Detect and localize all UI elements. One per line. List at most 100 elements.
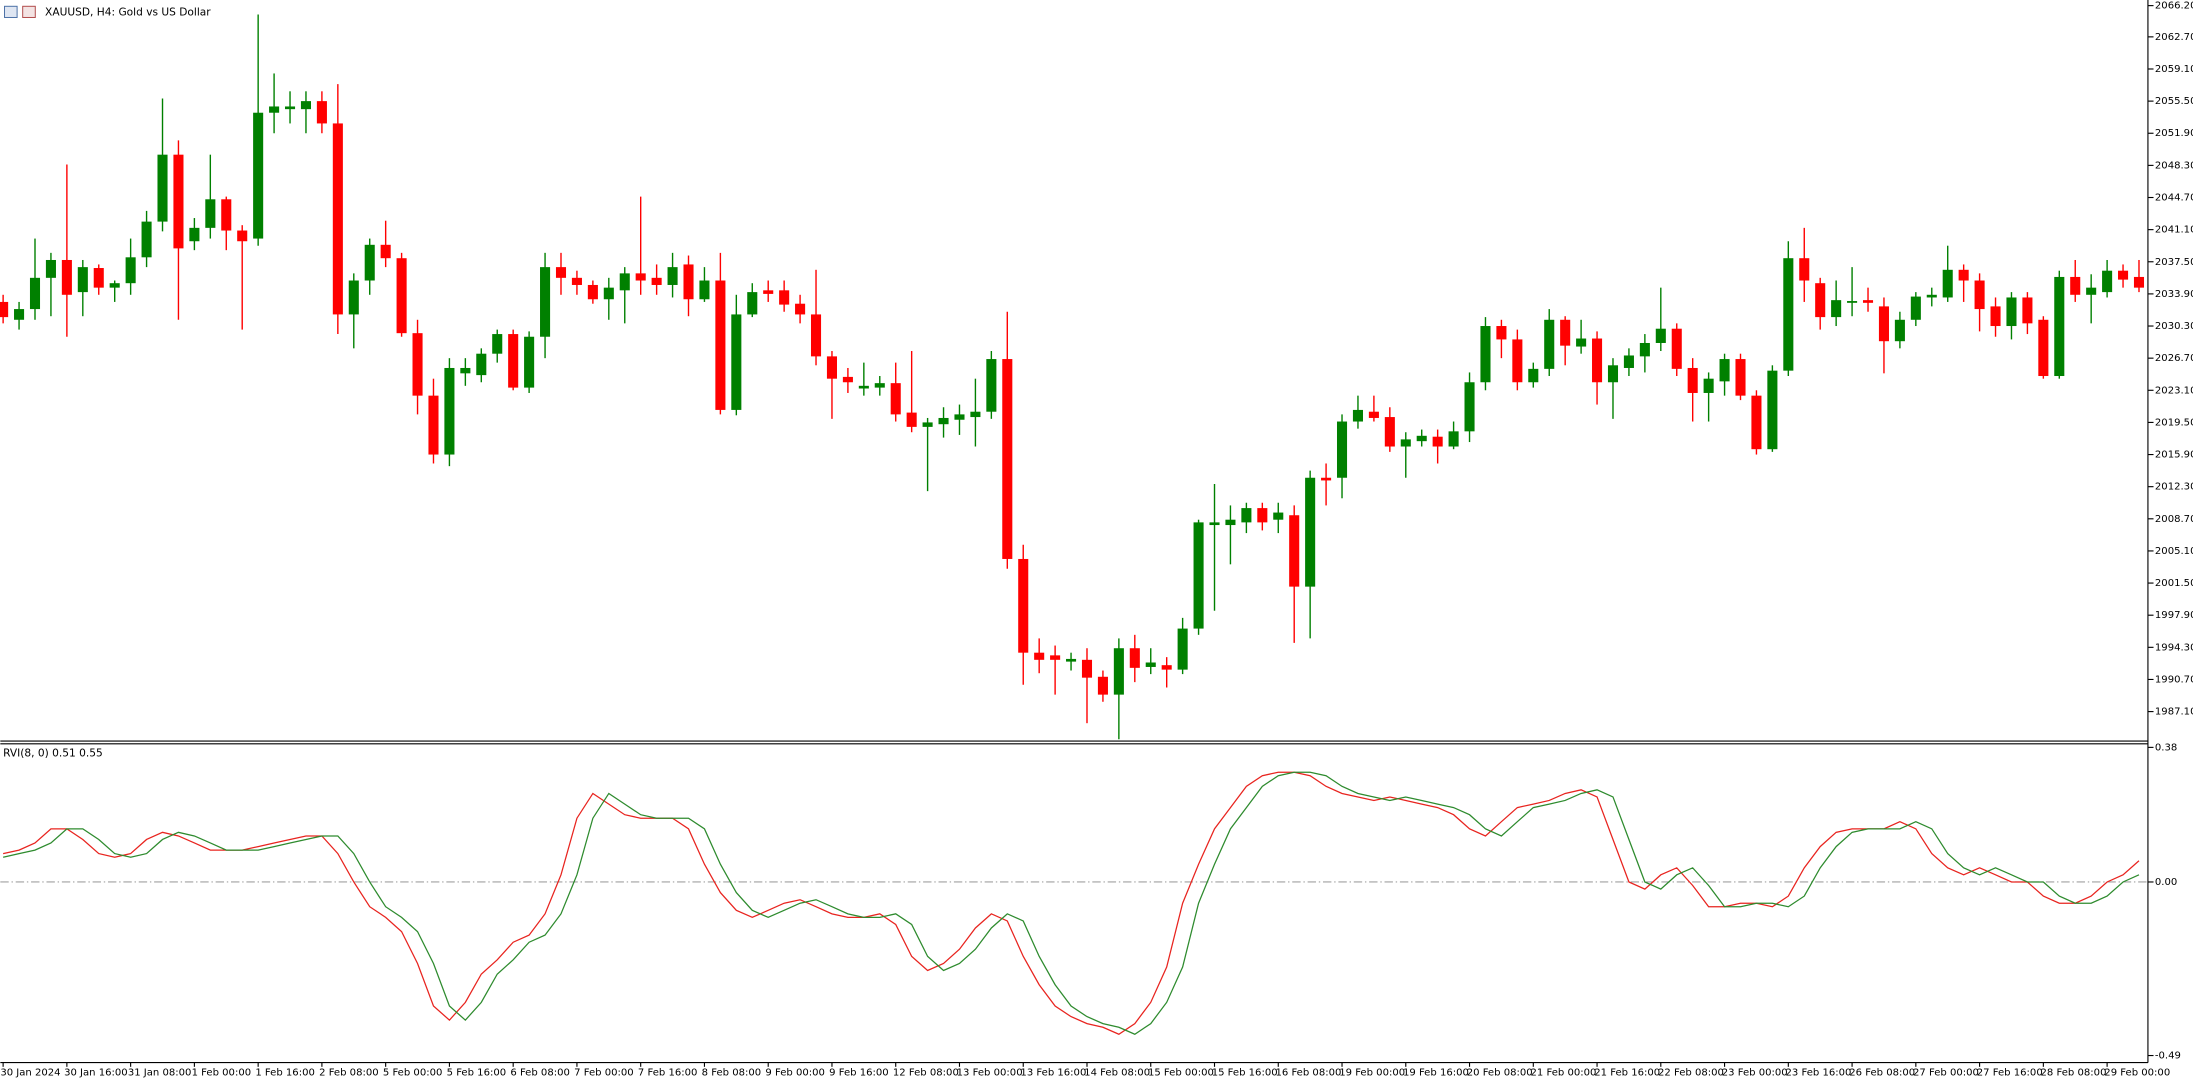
candle-body	[1177, 628, 1188, 670]
candle-body	[1050, 655, 1061, 660]
y-tick-label: 1994.30	[2155, 642, 2193, 653]
x-tick-label: 19 Feb 00:00	[1339, 1067, 1405, 1078]
candle-body	[1321, 477, 1332, 481]
indicator-title: RVI(8, 0) 0.51 0.55	[3, 747, 103, 760]
x-tick-label: 13 Feb 16:00	[1020, 1067, 1086, 1078]
candle-body	[2133, 276, 2145, 288]
candle-body	[77, 267, 88, 293]
candle-body	[237, 230, 248, 242]
candle-body	[1910, 296, 1921, 320]
x-tick-label: 21 Feb 16:00	[1594, 1067, 1660, 1078]
candle-body	[1416, 435, 1427, 442]
x-tick-label: 5 Feb 00:00	[383, 1067, 443, 1078]
candle-body	[412, 333, 423, 396]
icon	[22, 5, 36, 18]
indicator-line	[2, 771, 2140, 1035]
x-tick-label: 14 Feb 08:00	[1084, 1067, 1150, 1078]
y-tick-label: 2033.90	[2155, 289, 2193, 300]
candle-body	[173, 154, 184, 249]
y-tick-label: 2044.70	[2155, 193, 2193, 204]
x-tick-label: 22 Feb 08:00	[1658, 1067, 1724, 1078]
x-tick-label: 2 Feb 08:00	[319, 1067, 379, 1078]
candle-body	[1687, 367, 1698, 393]
candle-body	[2022, 297, 2033, 324]
candle-body	[779, 290, 790, 305]
candle-body	[986, 359, 997, 412]
x-tick-label: 30 Jan 16:00	[64, 1067, 128, 1078]
candle-body	[1544, 319, 1555, 369]
x-tick-label: 31 Jan 08:00	[128, 1067, 192, 1078]
candle-body	[1336, 421, 1348, 478]
candle-body	[428, 395, 439, 455]
candle-body	[380, 244, 391, 259]
candle-body	[109, 283, 120, 288]
candle-body	[284, 106, 296, 110]
x-tick-label: 23 Feb 16:00	[1786, 1067, 1852, 1078]
y-tick-label: 2001.50	[2155, 578, 2193, 589]
candle-body	[1113, 648, 1124, 695]
candle-body	[1847, 301, 1858, 303]
candle-body	[1862, 300, 1874, 303]
y-tick-label: 2023.10	[2155, 385, 2193, 396]
candle-body	[1592, 338, 1603, 383]
y-tick-label: 1997.90	[2155, 610, 2193, 621]
candle-body	[1384, 417, 1395, 447]
candle-body	[1815, 283, 1826, 318]
x-tick-label: 19 Feb 16:00	[1403, 1067, 1469, 1078]
candle-body	[954, 414, 965, 420]
candle-body	[1958, 269, 1969, 281]
candle-body	[906, 412, 917, 427]
candle-body	[125, 257, 136, 284]
candle-body	[667, 267, 678, 285]
candle-body	[2006, 297, 2017, 327]
candle-body	[300, 101, 312, 110]
candle-body	[619, 273, 630, 291]
symbol-icons	[4, 5, 36, 18]
candle-body	[1528, 368, 1539, 383]
x-tick-label: 15 Feb 16:00	[1212, 1067, 1278, 1078]
candle-body	[1018, 558, 1029, 653]
candle-body	[1894, 319, 1905, 342]
candle-body	[1066, 658, 1077, 662]
candle-body	[1002, 359, 1013, 559]
y-tick-label: 2026.70	[2155, 353, 2193, 364]
candle-body	[221, 199, 232, 231]
candle-body	[795, 303, 806, 315]
candle-body	[587, 284, 598, 300]
candle-body	[938, 417, 949, 425]
candle-body	[1432, 436, 1443, 447]
candle-body	[316, 101, 327, 124]
candle-body	[444, 367, 455, 455]
x-tick-label: 30 Jan 2024	[0, 1067, 60, 1078]
candle-body	[1129, 648, 1140, 668]
candle-body	[1639, 342, 1650, 357]
candle-body	[508, 334, 519, 388]
y-tick-label: 2051.90	[2155, 128, 2193, 139]
candle-body	[540, 267, 551, 337]
x-tick-label: 5 Feb 16:00	[447, 1067, 507, 1078]
candle-body	[651, 277, 662, 285]
x-tick-label: 21 Feb 00:00	[1530, 1067, 1596, 1078]
y-tick-label: 0.00	[2155, 877, 2177, 888]
candle-body	[492, 334, 503, 354]
x-tick-label: 9 Feb 16:00	[829, 1067, 889, 1078]
candle-body	[603, 287, 614, 300]
candle-body	[1225, 519, 1236, 526]
candle-body	[1671, 328, 1682, 369]
candle-body	[1145, 662, 1156, 667]
x-tick-label: 23 Feb 00:00	[1722, 1067, 1788, 1078]
candle-body	[1161, 665, 1172, 670]
candle-body	[810, 314, 822, 357]
candle-body	[874, 383, 885, 388]
chart-title: XAUUSD, H4: Gold vs US Dollar	[45, 6, 211, 19]
candle-body	[1576, 338, 1587, 347]
x-tick-label: 20 Feb 08:00	[1467, 1067, 1533, 1078]
candle-body	[1209, 522, 1220, 526]
candle-body	[1512, 339, 1523, 383]
candle-body	[14, 309, 25, 320]
x-tick-label: 1 Feb 00:00	[192, 1067, 252, 1078]
candle-body	[1623, 355, 1634, 368]
candle-body	[2070, 276, 2081, 295]
candle-body	[635, 273, 646, 281]
y-tick-label: 1990.70	[2155, 674, 2193, 685]
